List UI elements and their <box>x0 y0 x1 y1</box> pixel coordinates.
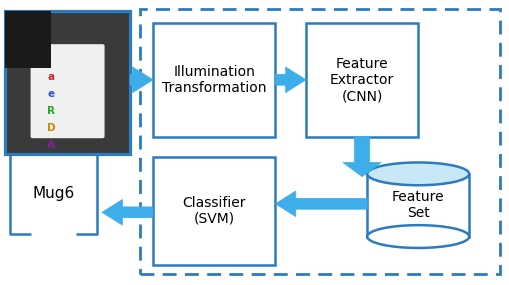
FancyBboxPatch shape <box>5 11 51 68</box>
Polygon shape <box>275 191 366 217</box>
Polygon shape <box>343 137 380 177</box>
Text: Mug6: Mug6 <box>33 186 74 201</box>
Text: A: A <box>47 140 55 150</box>
Polygon shape <box>102 200 153 225</box>
Text: R: R <box>47 106 55 116</box>
Text: e: e <box>47 89 54 99</box>
Polygon shape <box>275 67 305 93</box>
Text: Classifier
(SVM): Classifier (SVM) <box>182 196 245 226</box>
Text: Feature
Extractor
(CNN): Feature Extractor (CNN) <box>329 57 393 103</box>
Polygon shape <box>130 67 153 93</box>
FancyBboxPatch shape <box>305 23 417 137</box>
Text: a: a <box>47 72 54 82</box>
FancyBboxPatch shape <box>31 44 104 138</box>
Text: Feature
Set: Feature Set <box>391 190 444 220</box>
Text: Illumination
Transformation: Illumination Transformation <box>162 65 266 95</box>
Ellipse shape <box>366 162 468 185</box>
FancyBboxPatch shape <box>153 157 275 265</box>
FancyBboxPatch shape <box>5 11 130 154</box>
Polygon shape <box>366 174 468 237</box>
Ellipse shape <box>366 225 468 248</box>
Text: D: D <box>47 123 55 133</box>
FancyBboxPatch shape <box>153 23 275 137</box>
